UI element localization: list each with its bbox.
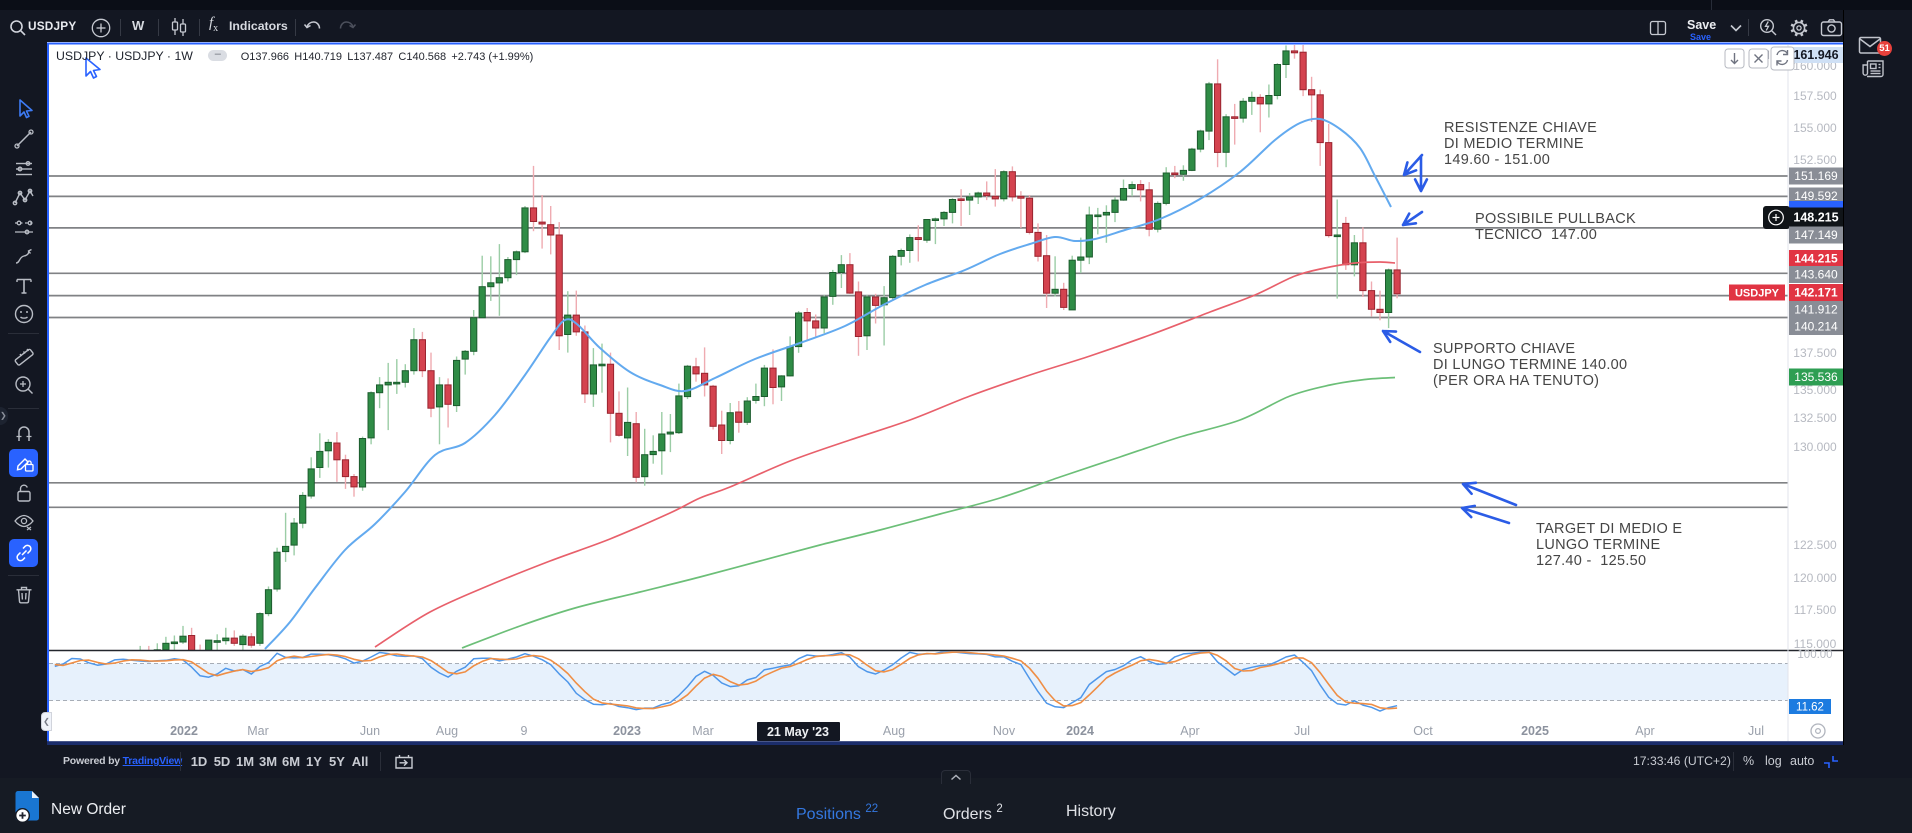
- svg-text:141.912: 141.912: [1794, 303, 1838, 317]
- svg-text:Jul: Jul: [1748, 724, 1764, 738]
- svg-text:100.00: 100.00: [1797, 649, 1832, 661]
- svg-text:157.500: 157.500: [1793, 89, 1837, 103]
- svg-text:127.40 - 125.50: 127.40 - 125.50: [1536, 553, 1646, 569]
- svg-text:2025: 2025: [1521, 724, 1549, 738]
- svg-text:SUPPORTO CHIAVE: SUPPORTO CHIAVE: [1433, 341, 1575, 357]
- svg-text:9: 9: [521, 724, 528, 738]
- svg-text:117.500: 117.500: [1794, 603, 1837, 617]
- svg-text:148.215: 148.215: [1793, 211, 1838, 225]
- svg-text:122.500: 122.500: [1793, 538, 1837, 552]
- svg-text:2024: 2024: [1066, 724, 1094, 738]
- svg-text:152.500: 152.500: [1793, 153, 1837, 167]
- svg-text:Oct: Oct: [1413, 724, 1433, 738]
- svg-text:LUNGO TERMINE: LUNGO TERMINE: [1536, 537, 1661, 553]
- svg-text:151.169: 151.169: [1794, 169, 1838, 183]
- svg-text:Aug: Aug: [436, 724, 458, 738]
- svg-text:132.500: 132.500: [1793, 411, 1837, 425]
- svg-text:135.000: 135.000: [1793, 383, 1837, 397]
- svg-text:DI MEDIO TERMINE: DI MEDIO TERMINE: [1444, 136, 1584, 152]
- svg-text:Mar: Mar: [247, 724, 269, 738]
- svg-text:Jul: Jul: [1294, 724, 1310, 738]
- svg-text:137.500: 137.500: [1793, 346, 1837, 360]
- svg-text:Nov: Nov: [993, 724, 1016, 738]
- svg-text:(PER ORA HA TENUTO): (PER ORA HA TENUTO): [1433, 373, 1599, 389]
- svg-text:142.171: 142.171: [1794, 286, 1838, 300]
- svg-text:130.000: 130.000: [1793, 440, 1837, 454]
- svg-text:USDJPY: USDJPY: [1735, 288, 1780, 300]
- svg-text:11.62: 11.62: [1796, 702, 1824, 714]
- svg-text:Jun: Jun: [360, 724, 380, 738]
- svg-text:RESISTENZE CHIAVE: RESISTENZE CHIAVE: [1444, 120, 1597, 136]
- svg-text:Mar: Mar: [692, 724, 714, 738]
- svg-text:POSSIBILE PULLBACK: POSSIBILE PULLBACK: [1475, 211, 1636, 227]
- svg-text:TARGET DI MEDIO E: TARGET DI MEDIO E: [1536, 521, 1682, 537]
- svg-text:140.214: 140.214: [1794, 320, 1838, 334]
- svg-text:2022: 2022: [170, 724, 198, 738]
- svg-text:21 May '23: 21 May '23: [767, 725, 829, 739]
- svg-text:155.000: 155.000: [1793, 121, 1837, 135]
- svg-text:115.000: 115.000: [1794, 637, 1837, 651]
- svg-text:2023: 2023: [613, 724, 641, 738]
- svg-text:147.149: 147.149: [1794, 228, 1838, 242]
- svg-text:DI LUNGO TERMINE 140.00: DI LUNGO TERMINE 140.00: [1433, 357, 1627, 373]
- svg-text:144.215: 144.215: [1794, 252, 1838, 266]
- svg-text:120.000: 120.000: [1793, 571, 1837, 585]
- svg-text:Apr: Apr: [1180, 724, 1199, 738]
- svg-text:161.946: 161.946: [1793, 48, 1838, 62]
- svg-text:135.536: 135.536: [1794, 370, 1838, 384]
- svg-text:TECNICO 147.00: TECNICO 147.00: [1475, 227, 1597, 243]
- svg-text:Aug: Aug: [883, 724, 905, 738]
- svg-text:149.592: 149.592: [1794, 189, 1838, 203]
- svg-text:149.60 - 151.00: 149.60 - 151.00: [1444, 152, 1550, 168]
- svg-text:Apr: Apr: [1635, 724, 1654, 738]
- svg-text:143.640: 143.640: [1794, 268, 1838, 282]
